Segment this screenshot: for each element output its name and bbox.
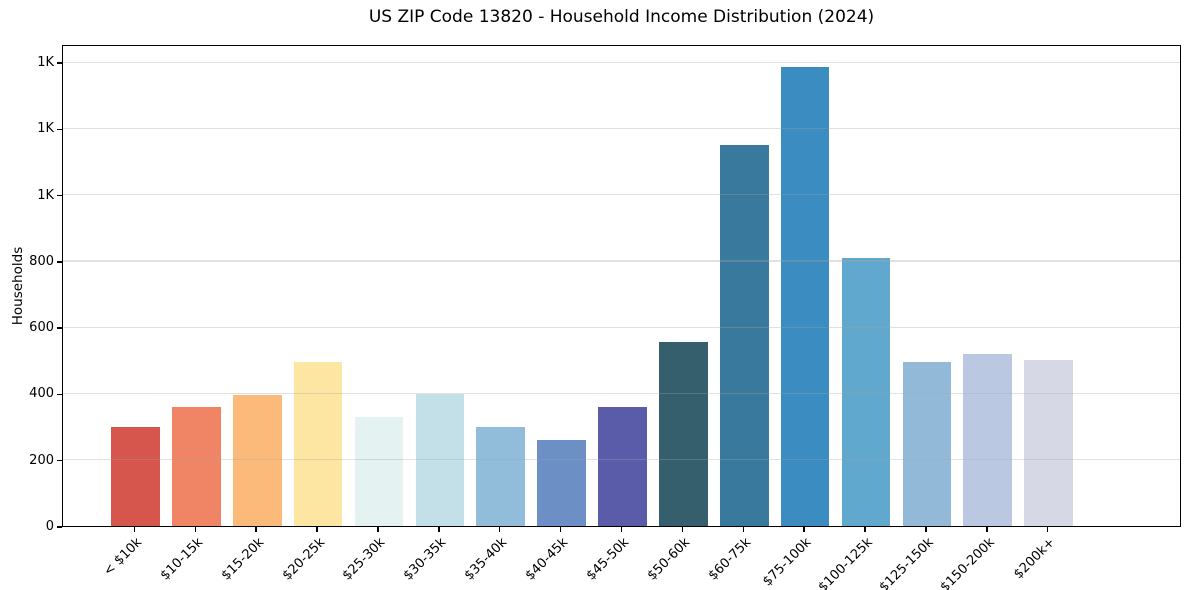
x-tick-label-text: $200k+ [1011, 535, 1059, 583]
bar [476, 426, 526, 526]
y-tick-label: 1K [37, 55, 54, 71]
bar [1024, 360, 1074, 526]
x-tick-label-text: $15-20k [218, 535, 267, 584]
gridline [63, 326, 1180, 328]
x-tick-mark [925, 527, 927, 532]
x-tick-label-text: $125-150k [876, 535, 937, 590]
bar [963, 353, 1013, 526]
plot-area [62, 45, 1181, 527]
bar [537, 439, 586, 526]
x-tick-mark [255, 527, 257, 532]
x-tick-mark [620, 527, 623, 532]
y-tick-label: 1K [37, 187, 54, 203]
gridline [63, 459, 1180, 461]
bar [293, 362, 343, 526]
x-tick-mark [742, 527, 744, 532]
gridline [63, 260, 1180, 262]
x-tick-mark [438, 527, 440, 532]
bar [171, 406, 221, 526]
y-tick-mark [56, 459, 62, 462]
x-tick-label-text: $75-100k [760, 535, 815, 590]
x-tick-mark [986, 527, 988, 532]
x-tick-label-text: < $10k [100, 535, 146, 580]
x-tick-mark [1046, 527, 1049, 532]
x-tick-mark [803, 527, 805, 532]
x-tick-mark [194, 527, 197, 532]
x-tick-label-text: $50-60k [644, 535, 693, 584]
x-tick-label-text: $25-30k [340, 535, 389, 584]
bar [902, 362, 952, 526]
x-tick-label-text: $100-125k [815, 535, 876, 590]
x-tick-label-text: $150-200k [937, 535, 998, 590]
bar [719, 145, 769, 526]
bar [111, 426, 160, 526]
x-tick-mark [377, 527, 379, 532]
y-tick-mark [56, 393, 62, 396]
y-tick-label: 0 [45, 519, 54, 534]
x-tick-label-text: $40-45k [522, 535, 572, 584]
bar [415, 393, 465, 526]
x-tick-label-text: $35-40k [461, 535, 511, 584]
y-tick-label: 400 [29, 386, 54, 402]
gridline [63, 61, 1180, 63]
x-tick-label-text: $30-35k [400, 535, 450, 584]
x-tick-mark [133, 527, 136, 532]
bar [841, 257, 891, 526]
y-tick-label: 800 [29, 253, 54, 269]
x-tick-mark [681, 527, 684, 532]
bar [780, 67, 830, 526]
y-tick-mark [56, 526, 62, 528]
chart-title: US ZIP Code 13820 - Household Income Dis… [368, 7, 875, 27]
y-tick-mark [56, 194, 62, 197]
y-tick-mark [56, 327, 62, 329]
y-tick-label: 600 [29, 320, 54, 336]
x-tick-label-text: $45-50k [583, 535, 633, 584]
y-tick-mark [56, 128, 62, 131]
gridline [63, 392, 1180, 395]
bar [232, 395, 282, 526]
bar [659, 342, 708, 526]
x-tick-label-text: $20-25k [279, 535, 328, 584]
y-tick-label: 1K [37, 121, 54, 137]
x-tick-mark [498, 527, 501, 532]
x-tick-label-text: $60-75k [705, 535, 754, 584]
y-tick-mark [56, 62, 62, 64]
x-tick-mark [864, 527, 866, 532]
x-tick-mark [559, 527, 562, 532]
x-tick-label-text: $10-15k [157, 535, 206, 584]
gridline [63, 194, 1180, 196]
gridline [63, 127, 1180, 130]
y-tick-label: 200 [29, 452, 54, 468]
x-tick-mark [316, 527, 318, 532]
bar [598, 407, 647, 526]
bar [354, 416, 404, 526]
y-tick-mark [56, 261, 62, 263]
